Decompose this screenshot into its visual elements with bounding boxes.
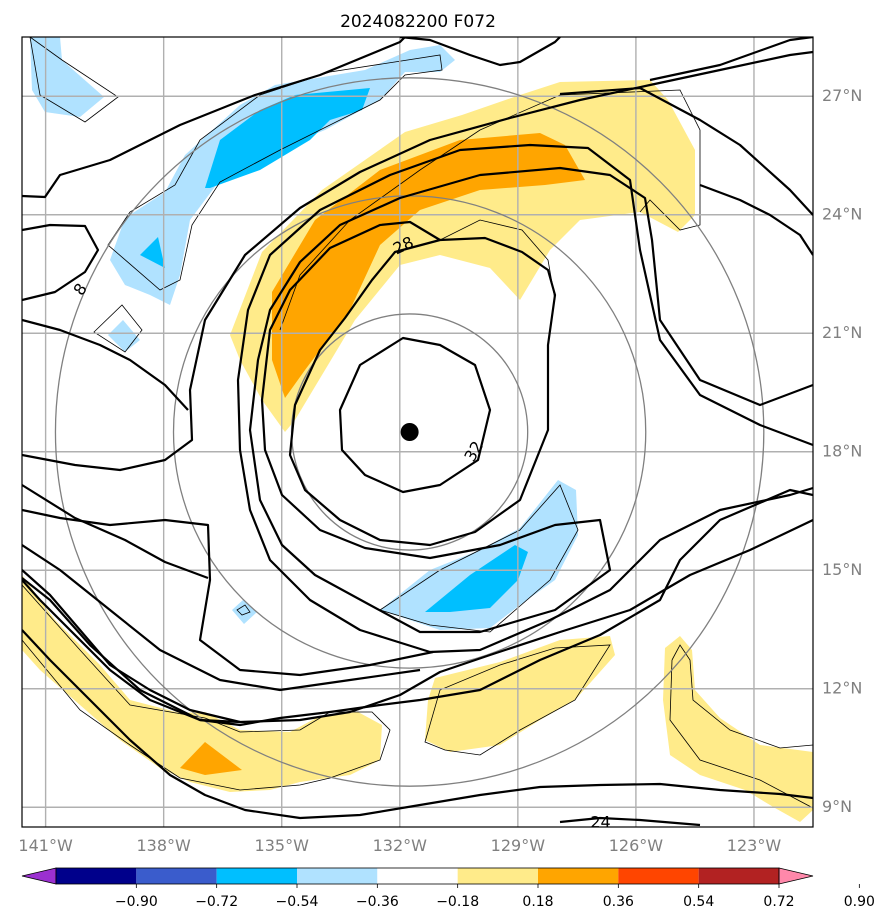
x-tick-label: 135°W [255,836,310,855]
y-tick-label: 12°N [822,678,862,697]
anomaly-fill [232,600,257,624]
x-tick-labels: 141°W 138°W 135°W 132°W 129°W 126°W 123°W [18,836,781,855]
colorbar-extend-high [779,868,813,884]
anomaly-fill [108,320,140,352]
colorbar-tick-labels: −0.90 −0.72 −0.54 −0.36 −0.18 0.18 0.36 0.54 0.7… [115,884,875,910]
x-tick-label: 129°W [491,836,546,855]
y-tick-label: 21°N [822,323,862,342]
colorbar-tick-label: −0.36 [356,894,399,910]
colorbar-segment [538,868,618,884]
colorbar-extend-low [22,868,56,884]
colorbar-tick-label: 0.18 [522,894,553,910]
colorbar-segment [699,868,779,884]
colorbar-tick-label: 0.36 [603,894,634,910]
anomaly-fill [30,37,104,117]
x-tick-label: 126°W [609,836,664,855]
colorbar-tick-label: −0.18 [436,894,479,910]
colorbar-tick-label: −0.72 [195,894,238,910]
x-tick-label: 132°W [373,836,428,855]
contour-line [650,37,813,80]
colorbar-tick-label: −0.54 [276,894,319,910]
colorbar-tick-label: −0.90 [115,894,158,910]
colorbar [22,868,813,884]
colorbar-segment [377,868,457,884]
contour-line [560,818,700,825]
colorbar-segment [618,868,698,884]
storm-center-marker [401,423,419,441]
colorbar-tick-label: 0.72 [763,894,794,910]
anomaly-fill [663,636,813,822]
y-tick-labels: 9°N 12°N 15°N 18°N 21°N 24°N 27°N [822,86,862,816]
y-tick-label: 15°N [822,560,862,579]
y-tick-label: 18°N [822,441,862,460]
contour-label: 24 [590,813,610,832]
anomaly-fill [205,88,370,188]
y-tick-label: 9°N [822,797,852,816]
x-tick-label: 138°W [136,836,191,855]
contour-label: 8 [70,280,91,299]
colorbar-segment [56,868,136,884]
colorbar-segment [458,868,538,884]
x-tick-label: 141°W [18,836,73,855]
colorbar-tick-label: 0.54 [683,894,714,910]
y-tick-label: 24°N [822,204,862,223]
x-tick-label: 123°W [727,836,782,855]
chart-title: 2024082200 F072 [340,12,496,32]
y-tick-label: 27°N [822,86,862,105]
contour-line [340,338,490,492]
colorbar-segment [136,868,216,884]
colorbar-segment [217,868,297,884]
colorbar-tick-label: 0.90 [844,894,875,910]
colorbar-segment [297,868,377,884]
